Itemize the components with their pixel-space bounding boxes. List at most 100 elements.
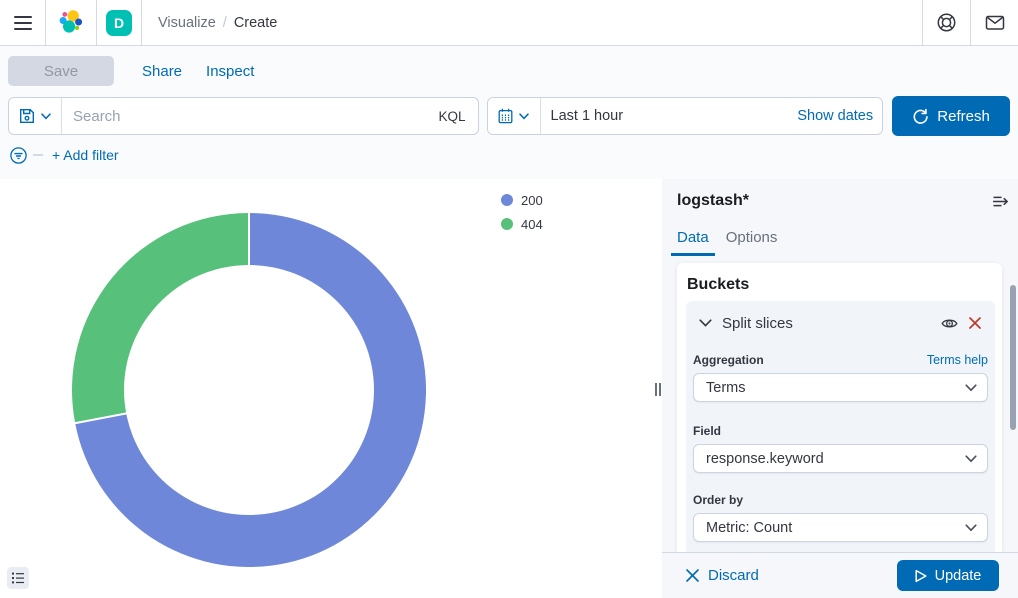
order-by-value: Metric: Count: [706, 519, 793, 536]
discard-button[interactable]: Discard: [686, 567, 759, 584]
cross-icon: [969, 317, 981, 329]
accordion-toggle-button[interactable]: [699, 319, 712, 327]
eye-icon: [941, 319, 958, 327]
field-select[interactable]: response.keyword: [693, 444, 988, 473]
nav-divider: [141, 0, 142, 45]
play-icon: [915, 569, 927, 582]
aggregation-select[interactable]: Terms: [693, 373, 988, 402]
breadcrumb-create: Create: [233, 14, 278, 31]
remove-bucket-button[interactable]: [969, 317, 981, 329]
menu-right-icon: [993, 196, 1008, 206]
newsfeed-button[interactable]: [971, 0, 1018, 45]
filter-options-button[interactable]: [10, 146, 27, 164]
buckets-card: Buckets Split slices: [677, 263, 1002, 552]
filter-icon: [10, 146, 27, 164]
pie-slice-404[interactable]: [71, 213, 249, 424]
aggregation-label-row: Aggregation Terms help: [693, 353, 988, 367]
app-chrome: Save Share Inspect KQL: [0, 46, 1018, 179]
sidebar-tabs: Data Options: [671, 226, 1002, 256]
aggregation-value: Terms: [706, 379, 746, 396]
chart-legend: 200 404: [501, 188, 543, 236]
query-input-group: KQL: [8, 97, 479, 135]
date-quick-select-button[interactable]: [487, 98, 541, 134]
nav-divider: [45, 0, 46, 45]
legend-label: 200: [521, 192, 543, 208]
order-by-label: Order by: [693, 493, 744, 507]
slice-gap: [73, 412, 128, 425]
date-picker-group: Last 1 hour Show dates: [486, 97, 884, 135]
tab-options[interactable]: Options: [720, 226, 784, 256]
list-icon: [12, 572, 24, 584]
legend-item-200[interactable]: 200: [501, 188, 543, 212]
kql-language-button[interactable]: KQL: [431, 109, 478, 124]
nav-spacer: [277, 0, 922, 45]
mail-icon: [985, 15, 1004, 30]
chevron-down-icon: [965, 523, 977, 532]
sidebar-scrollbar-thumb[interactable]: [1010, 285, 1016, 430]
update-button[interactable]: Update: [897, 560, 999, 591]
field-value: response.keyword: [706, 450, 824, 467]
split-slices-group: Split slices: [686, 301, 995, 552]
panel-resize-handle[interactable]: [655, 383, 661, 396]
cross-icon: [686, 569, 699, 582]
menu-button[interactable]: [0, 0, 45, 45]
chevron-down-icon: [41, 112, 51, 119]
donut-chart[interactable]: [0, 179, 662, 598]
main-content: 200 404 logstash*: [0, 179, 1018, 598]
legend-toggle-button[interactable]: [7, 567, 29, 589]
refresh-label: Refresh: [937, 107, 990, 125]
chevron-down-icon: [965, 454, 977, 463]
breadcrumb-separator: /: [222, 14, 227, 31]
legend-label: 404: [521, 216, 543, 232]
tab-data[interactable]: Data: [671, 226, 715, 256]
breadcrumb-visualize[interactable]: Visualize: [158, 14, 216, 31]
split-slices-label[interactable]: Split slices: [722, 314, 793, 332]
refresh-button[interactable]: Refresh: [892, 96, 1010, 136]
hamburger-icon: [13, 15, 32, 30]
elastic-logo-icon: [59, 9, 83, 33]
top-navigation: D Visualize / Create: [0, 0, 1018, 46]
inspect-button[interactable]: Inspect: [206, 62, 255, 80]
saved-query-menu-button[interactable]: [9, 98, 62, 134]
chevron-down-icon: [699, 319, 712, 327]
terms-help-link[interactable]: Terms help: [926, 353, 988, 367]
legend-dot: [501, 218, 513, 230]
search-input[interactable]: [62, 98, 431, 134]
pie-slice-200[interactable]: [75, 213, 426, 567]
collapse-sidebar-button[interactable]: [993, 196, 1009, 207]
save-button[interactable]: Save: [8, 56, 114, 86]
calendar-icon: [498, 108, 513, 124]
update-label: Update: [934, 567, 982, 584]
toolbar: Save Share Inspect: [8, 56, 1010, 86]
breadcrumb: Visualize / Create: [158, 0, 277, 45]
share-button[interactable]: Share: [142, 62, 183, 80]
discard-label: Discard: [708, 567, 759, 584]
nav-divider: [922, 0, 923, 45]
search-input-wrap: KQL: [62, 98, 478, 134]
sidebar-footer: Discard Update: [662, 552, 1018, 598]
add-filter-button[interactable]: + Add filter: [52, 147, 119, 163]
save-query-icon: [20, 109, 34, 123]
field-label: Field: [693, 424, 722, 438]
buckets-title: Buckets: [687, 276, 750, 293]
show-dates-button[interactable]: Show dates: [789, 98, 882, 134]
visualization-area: 200 404: [0, 179, 662, 598]
space-avatar[interactable]: D: [106, 9, 132, 36]
space-selector: D: [97, 0, 141, 45]
toggle-visibility-button[interactable]: [941, 315, 958, 332]
help-button[interactable]: [923, 0, 970, 45]
help-icon: [937, 13, 956, 32]
chevron-down-icon: [519, 112, 529, 119]
vis-editor-sidebar: logstash* Data Options Buckets: [662, 179, 1018, 598]
nav-divider: [96, 0, 97, 45]
time-range-display[interactable]: Last 1 hour: [550, 108, 624, 124]
sidebar-header: logstash*: [677, 192, 1009, 210]
legend-item-404[interactable]: 404: [501, 212, 543, 236]
query-bar: KQL Last 1 hour Sh: [8, 96, 1010, 136]
nav-divider: [970, 0, 971, 45]
order-by-select[interactable]: Metric: Count: [693, 513, 988, 542]
elastic-logo[interactable]: [46, 0, 96, 45]
split-slices-header: Split slices: [693, 307, 988, 339]
aggregation-label: Aggregation: [693, 353, 764, 367]
